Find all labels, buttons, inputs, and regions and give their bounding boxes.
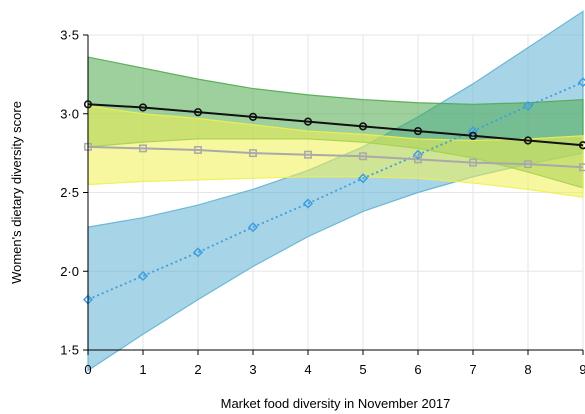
data-point-square <box>524 160 532 169</box>
data-point-diamond <box>522 100 534 111</box>
x-tick-label: 5 <box>359 362 366 377</box>
confidence-band-3 <box>87 105 584 198</box>
data-point-circle <box>468 131 478 140</box>
data-point-circle <box>138 103 148 112</box>
y-tick-label: 2·5 <box>60 185 79 200</box>
x-tick-label: 1 <box>139 362 146 377</box>
data-point-circle <box>358 122 368 131</box>
data-point-diamond <box>192 247 204 258</box>
data-point-diamond <box>467 126 479 137</box>
x-tick-label: 3 <box>249 362 256 377</box>
data-point-square <box>139 144 147 153</box>
y-tick-label: 3·5 <box>60 28 79 43</box>
series-line-1 <box>87 81 584 301</box>
x-tick-label: 6 <box>414 362 421 377</box>
series-line-2 <box>87 103 584 147</box>
data-point-circle <box>413 126 423 136</box>
data-point-diamond <box>357 173 369 184</box>
data-point-square <box>304 150 312 159</box>
y-tick-label: 2·0 <box>60 264 79 279</box>
data-point-square <box>579 163 585 172</box>
data-point-diamond <box>302 198 314 209</box>
x-tick-label: 7 <box>469 362 476 377</box>
x-tick-label: 0 <box>84 362 91 377</box>
y-tick-label: 3·0 <box>60 106 79 121</box>
data-point-square <box>249 149 257 158</box>
tick-labels: 0 1 2 3 4 5 6 7 8 9 1·5 2·0 2·5 3·0 3·5 <box>60 28 585 378</box>
data-point-diamond <box>247 222 259 233</box>
data-point-diamond <box>577 77 585 88</box>
data-point-circle <box>248 112 258 121</box>
data-point-circle <box>303 117 313 126</box>
x-tick-label: 8 <box>524 362 531 377</box>
series-lines <box>87 81 584 301</box>
data-point-square <box>414 155 422 164</box>
data-point-diamond <box>412 149 424 160</box>
data-point-square <box>469 158 477 167</box>
y-tick-label: 1·5 <box>60 343 79 358</box>
data-point-circle <box>193 108 203 117</box>
series-line-3 <box>87 145 584 169</box>
data-point-circle <box>578 141 585 150</box>
data-point-circle <box>523 136 533 145</box>
data-point-diamond <box>137 270 149 282</box>
x-axis-title: Market food diversity in November 2017 <box>221 396 451 411</box>
data-point-square <box>359 152 367 161</box>
x-tick-label: 2 <box>194 362 201 377</box>
data-point-square <box>194 146 202 154</box>
x-tick-label: 4 <box>304 362 311 377</box>
y-axis-title: Women's dietary diversity score <box>9 101 24 284</box>
x-tick-label: 9 <box>579 362 585 377</box>
